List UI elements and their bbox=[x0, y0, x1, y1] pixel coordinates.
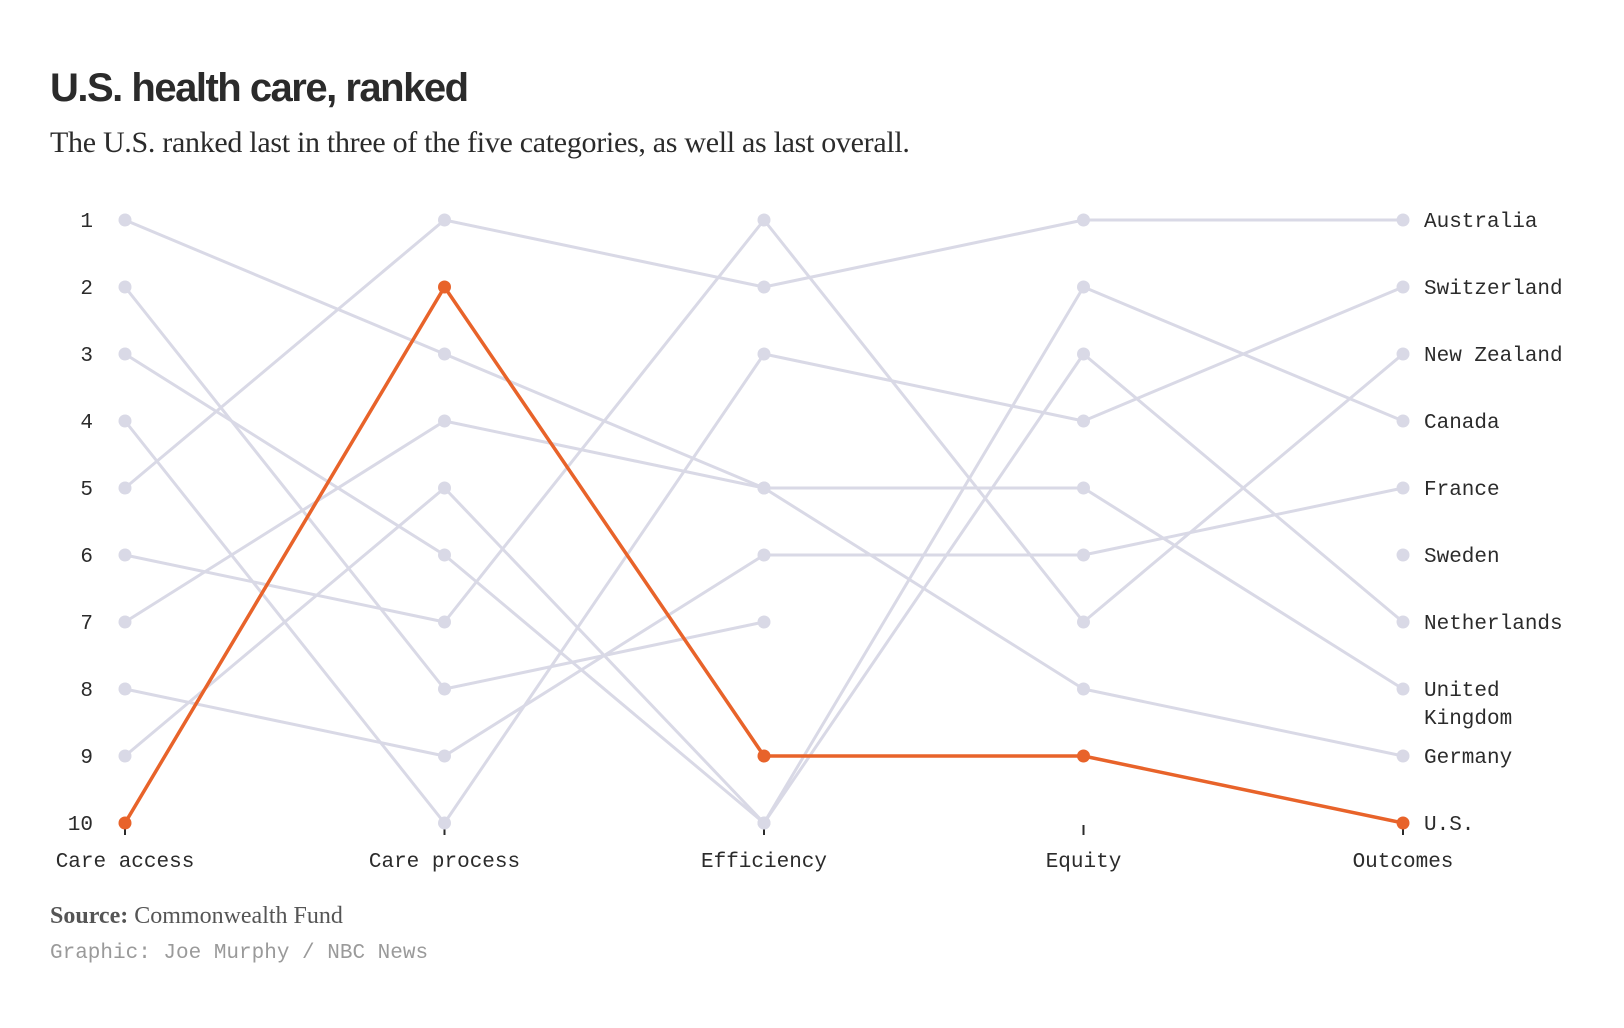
series-label-united-kingdom: United Kingdom bbox=[1424, 680, 1512, 731]
series-end-labels: Australia Switzerland New Zealand Canada Fra… bbox=[1424, 211, 1563, 837]
series-label-line: Sweden bbox=[1424, 546, 1500, 569]
series-line-new-zealand bbox=[123, 218, 1405, 624]
point-united-kingdom bbox=[1396, 682, 1410, 696]
point-france bbox=[757, 548, 771, 562]
point-germany bbox=[118, 615, 132, 629]
graphic-credit: Graphic: Joe Murphy / NBC News bbox=[50, 942, 429, 965]
point-sweden bbox=[1396, 548, 1410, 562]
point-new-zealand bbox=[1077, 615, 1090, 629]
point-u-s bbox=[118, 816, 132, 830]
point-new-zealand bbox=[438, 615, 451, 629]
point-canada bbox=[438, 481, 451, 495]
series-label-line: France bbox=[1424, 479, 1500, 502]
y-tick-label: 10 bbox=[68, 814, 93, 837]
series-label-line: Netherlands bbox=[1424, 613, 1563, 636]
x-axis-labels: Care access Care process Efficiency Equity O… bbox=[56, 851, 1454, 874]
series-label-line: U.S. bbox=[1424, 814, 1474, 837]
source-text: Commonwealth Fund bbox=[134, 903, 343, 929]
y-tick-label: 4 bbox=[80, 412, 93, 435]
point-germany bbox=[1077, 682, 1090, 696]
x-tick-label: Efficiency bbox=[701, 851, 827, 874]
series-label-france: France bbox=[1424, 479, 1500, 502]
chart-title: U.S. health care, ranked bbox=[50, 66, 469, 110]
source-note: Source: Commonwealth Fund bbox=[50, 903, 343, 930]
point-australia bbox=[1077, 213, 1090, 227]
point-switzerland bbox=[1077, 414, 1090, 428]
series-label-switzerland: Switzerland bbox=[1424, 278, 1563, 301]
point-switzerland bbox=[118, 414, 132, 428]
x-tick-label: Equity bbox=[1046, 851, 1122, 874]
point-u-s bbox=[438, 280, 451, 294]
point-france bbox=[1077, 548, 1090, 562]
point-united-kingdom bbox=[438, 347, 451, 361]
point-netherlands bbox=[118, 347, 132, 361]
x-tick-label: Care process bbox=[369, 851, 520, 874]
point-australia bbox=[438, 213, 451, 227]
point-new-zealand bbox=[757, 213, 771, 227]
source-label: Source: bbox=[50, 903, 129, 929]
point-netherlands bbox=[438, 548, 451, 562]
y-tick-label: 6 bbox=[80, 546, 93, 569]
series-label-germany: Germany bbox=[1424, 747, 1512, 770]
point-sweden bbox=[118, 280, 132, 294]
point-germany bbox=[1396, 749, 1410, 763]
muted-series-lines bbox=[123, 218, 1405, 825]
series-label-line: Kingdom bbox=[1424, 708, 1512, 731]
series-label-line: United bbox=[1424, 680, 1500, 703]
series-points bbox=[118, 213, 1410, 830]
bump-chart: 1 2 3 4 5 6 7 8 9 10 Care access Care process Effic… bbox=[56, 211, 1563, 874]
point-germany bbox=[438, 414, 451, 428]
point-u-s bbox=[757, 749, 771, 763]
point-switzerland bbox=[438, 816, 451, 830]
x-tick-label: Care access bbox=[56, 851, 195, 874]
point-australia bbox=[118, 481, 132, 495]
point-canada bbox=[118, 749, 132, 763]
y-tick-label: 7 bbox=[80, 613, 93, 636]
point-u-s bbox=[1396, 816, 1410, 830]
point-australia bbox=[757, 280, 771, 294]
series-label-sweden: Sweden bbox=[1424, 546, 1500, 569]
point-netherlands bbox=[1077, 347, 1090, 361]
y-tick-label: 1 bbox=[80, 211, 93, 234]
y-tick-label: 2 bbox=[80, 278, 93, 301]
chart-subtitle: The U.S. ranked last in three of the fiv… bbox=[50, 126, 910, 159]
y-tick-label: 3 bbox=[80, 345, 93, 368]
point-switzerland bbox=[1396, 280, 1410, 294]
y-tick-label: 8 bbox=[80, 680, 93, 703]
series-label-line: Switzerland bbox=[1424, 278, 1563, 301]
point-france bbox=[118, 682, 132, 696]
series-label-line: Australia bbox=[1424, 211, 1537, 234]
point-new-zealand bbox=[1396, 347, 1410, 361]
point-canada bbox=[1396, 414, 1410, 428]
series-line-germany bbox=[123, 419, 1405, 758]
point-netherlands bbox=[757, 816, 771, 830]
point-sweden bbox=[438, 682, 451, 696]
point-switzerland bbox=[757, 347, 771, 361]
series-label-australia: Australia bbox=[1424, 211, 1537, 234]
point-france bbox=[1396, 481, 1410, 495]
point-netherlands bbox=[1396, 615, 1410, 629]
series-label-new-zealand: New Zealand bbox=[1424, 345, 1563, 368]
series-label-line: Germany bbox=[1424, 747, 1512, 770]
point-canada bbox=[1077, 280, 1090, 294]
y-tick-label: 5 bbox=[80, 479, 93, 502]
series-label-u-s: U.S. bbox=[1424, 814, 1474, 837]
point-france bbox=[438, 749, 451, 763]
point-united-kingdom bbox=[1077, 481, 1090, 495]
x-tick-label: Outcomes bbox=[1353, 851, 1454, 874]
point-germany bbox=[757, 481, 771, 495]
point-united-kingdom bbox=[118, 213, 132, 227]
series-label-canada: Canada bbox=[1424, 412, 1500, 435]
series-label-line: New Zealand bbox=[1424, 345, 1563, 368]
y-tick-label: 9 bbox=[80, 747, 93, 770]
point-australia bbox=[1396, 213, 1410, 227]
point-new-zealand bbox=[118, 548, 132, 562]
series-label-netherlands: Netherlands bbox=[1424, 613, 1563, 636]
y-axis-labels: 1 2 3 4 5 6 7 8 9 10 bbox=[68, 211, 93, 837]
point-u-s bbox=[1077, 749, 1090, 763]
point-sweden bbox=[757, 615, 771, 629]
series-label-line: Canada bbox=[1424, 412, 1500, 435]
